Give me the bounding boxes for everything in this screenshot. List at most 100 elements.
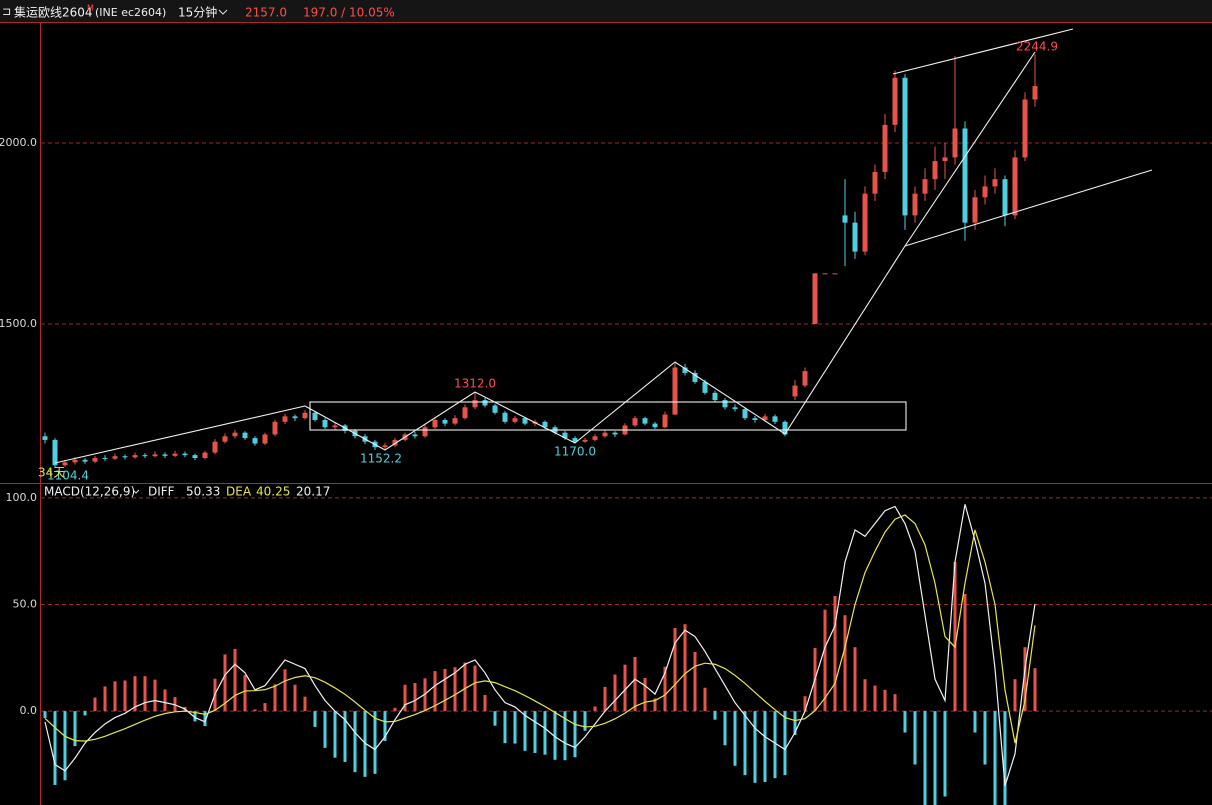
- candle-body: [482, 400, 488, 406]
- macd-bar: [773, 711, 777, 779]
- badge: M: [87, 4, 94, 13]
- y-tick-label: 2000.0: [0, 136, 37, 149]
- candle-body: [132, 455, 138, 458]
- macd-bar: [143, 676, 147, 712]
- candle-body: [992, 179, 998, 187]
- candle-body: [422, 427, 428, 437]
- candle-body: [62, 462, 68, 466]
- macd-bar: [853, 647, 857, 712]
- candle-body: [592, 436, 598, 440]
- macd-bar: [513, 711, 517, 744]
- macd-panel: 100.0 50.0 0.0: [6, 491, 1212, 805]
- candle-body: [392, 439, 398, 446]
- macd-bar: [293, 684, 297, 712]
- candle-body: [732, 407, 738, 410]
- macd-bar: [713, 711, 717, 720]
- candle-body: [762, 416, 768, 420]
- macd-bar: [923, 711, 927, 805]
- candle-body: [752, 418, 758, 420]
- macd-bar: [373, 711, 377, 774]
- candle-body: [772, 416, 778, 422]
- candle-body: [232, 432, 238, 437]
- macd-bar: [903, 711, 907, 733]
- candle-body: [522, 418, 528, 424]
- candle-body: [972, 197, 978, 223]
- legend-value: 40.25: [256, 485, 290, 499]
- candle-body: [182, 453, 188, 456]
- candle-body: [282, 416, 288, 422]
- macd-bar: [503, 711, 507, 744]
- macd-bar: [883, 689, 887, 712]
- macd-bar: [453, 667, 457, 712]
- candle-body: [312, 412, 318, 420]
- macd-bar: [133, 676, 137, 712]
- macd-bar: [823, 609, 827, 712]
- macd-bar: [113, 681, 117, 712]
- macd-bar: [203, 711, 207, 727]
- macd-bar: [323, 711, 327, 748]
- macd-bar: [803, 696, 807, 712]
- legend: DIFF 50.33 DEA 40.25 20.17: [148, 485, 330, 499]
- candle-body: [932, 161, 938, 180]
- candle-body: [542, 421, 548, 428]
- channel-lower: [904, 169, 1153, 247]
- candle-body: [572, 438, 578, 442]
- macd-bar: [523, 711, 527, 751]
- candle-body: [952, 128, 958, 158]
- candle-body: [892, 77, 898, 125]
- macd-bar: [403, 684, 407, 712]
- candle-body: [122, 456, 128, 458]
- candle-body: [412, 434, 418, 437]
- period[interactable]: 15分钟: [178, 5, 217, 20]
- candle-body: [1012, 157, 1018, 216]
- macd-bar: [53, 711, 57, 785]
- macd-bar: [663, 666, 667, 712]
- candle-body: [162, 454, 168, 456]
- legend-value: 20.17: [296, 485, 330, 499]
- macd-bar: [193, 711, 197, 722]
- candle-body: [852, 222, 858, 252]
- candle-body: [652, 423, 658, 428]
- legend-name: DIFF: [148, 485, 175, 499]
- candle-body: [662, 414, 668, 428]
- macd-title[interactable]: MACD(12,26,9): [44, 485, 135, 499]
- candle-body: [432, 419, 438, 428]
- macd-bar: [243, 674, 247, 712]
- macd-bar: [723, 711, 727, 746]
- macd-bar: [483, 694, 487, 712]
- macd-bar: [763, 711, 767, 782]
- symbol[interactable]: 集运欧线2604: [14, 5, 93, 20]
- macd-bar: [613, 674, 617, 712]
- macd-bar: [973, 711, 977, 733]
- macd-bar: [303, 696, 307, 712]
- candle-body: [902, 77, 908, 216]
- candle-body: [942, 157, 948, 162]
- candle-body: [802, 371, 808, 386]
- candle-body: [712, 392, 718, 401]
- candle-body: [82, 459, 88, 462]
- macd-bar: [103, 686, 107, 712]
- candle-body: [512, 418, 518, 422]
- y-tick-label: 1500.0: [0, 317, 37, 330]
- macd-bar: [943, 711, 947, 797]
- candle-body: [382, 445, 388, 448]
- candle-body: [602, 432, 608, 437]
- candle-body: [52, 439, 58, 466]
- candle-body: [862, 193, 868, 252]
- candle-body: [302, 412, 308, 419]
- candle-body: [322, 419, 328, 428]
- legend-value: 50.33: [186, 485, 220, 499]
- macd-chevron[interactable]: [132, 489, 140, 494]
- contract-code: (INE ec2604): [95, 6, 166, 19]
- macd-bar: [933, 711, 937, 805]
- menu-icon[interactable]: ⊐: [2, 5, 11, 18]
- candle-body: [842, 215, 848, 223]
- candle-body: [832, 273, 838, 275]
- macd-bar: [843, 615, 847, 712]
- period-chevron[interactable]: [218, 9, 228, 15]
- candle-body: [172, 453, 178, 456]
- zigzag: [304, 51, 1036, 451]
- candle-body: [472, 400, 478, 408]
- macd-bar: [783, 711, 787, 776]
